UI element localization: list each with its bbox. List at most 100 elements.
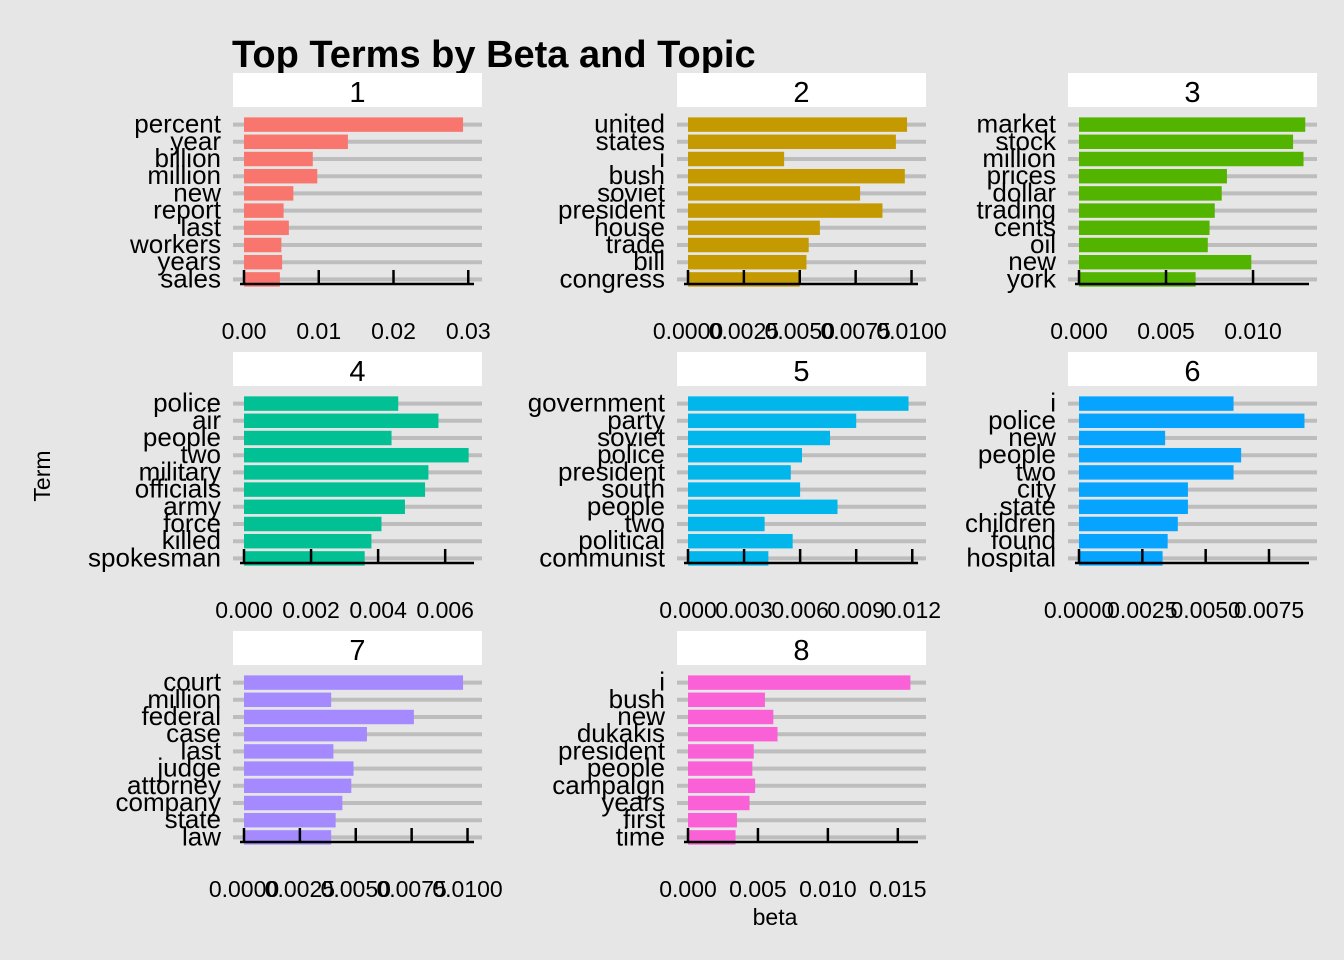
bar-prices: [1079, 168, 1227, 184]
term-label: state: [165, 804, 221, 834]
term-label: communist: [539, 542, 665, 572]
term-label: campaign: [552, 770, 665, 800]
facet-strip: [677, 352, 926, 386]
facet-strip: [1068, 73, 1317, 107]
bar-stock: [1079, 134, 1294, 150]
term-label: congress: [560, 263, 666, 293]
bar-oil: [1079, 237, 1208, 253]
bar-soviet: [688, 430, 831, 446]
bar-million: [244, 168, 318, 184]
bar-state: [1079, 499, 1188, 515]
term-label: time: [616, 821, 665, 851]
x-tick-label: 0.0100: [876, 318, 946, 344]
facet-strip: [233, 352, 482, 386]
x-tick-label: 0.006: [771, 597, 829, 623]
facet-topic-3: 3 marketstockmillionpricesdollartradingce…: [977, 73, 1317, 344]
x-tick-label: 0.0025: [265, 876, 335, 902]
bar-president: [688, 203, 883, 218]
term-label: president: [558, 456, 666, 486]
bar-state: [244, 812, 336, 828]
term-label: people: [587, 753, 665, 783]
term-label: bill: [633, 246, 665, 276]
facet-strip: [1068, 352, 1317, 386]
bar-dollar: [1079, 186, 1222, 201]
term-label: government: [528, 388, 666, 418]
facet-topic-2: 2 unitedstatesibushsovietpresidenthousetr…: [558, 73, 947, 344]
x-tick-label: 0.0050: [321, 876, 391, 902]
term-label: trade: [606, 229, 665, 259]
term-label: killed: [162, 525, 221, 555]
term-label: soviet: [597, 177, 666, 207]
facet-strip: [677, 631, 926, 665]
bar-political: [688, 533, 793, 549]
term-label: spokesman: [88, 542, 221, 572]
facet-strip-label: 5: [793, 356, 809, 388]
x-tick-label: 0.000: [215, 597, 273, 623]
bar-report: [244, 203, 284, 218]
bar-two: [688, 516, 765, 532]
bar-president: [688, 744, 754, 759]
term-label: force: [163, 508, 221, 538]
term-label: first: [623, 804, 666, 834]
bar-i: [688, 675, 911, 690]
bar-found: [1079, 533, 1168, 549]
x-tick-label: 0.0100: [432, 876, 502, 902]
term-label: south: [601, 474, 665, 504]
bar-federal: [244, 709, 414, 725]
term-label: year: [170, 126, 221, 156]
facet-strip: [233, 631, 482, 665]
bar-police: [1079, 413, 1305, 429]
facet-strip-label: 2: [793, 77, 809, 109]
bar-police: [688, 447, 802, 463]
term-label: air: [192, 405, 221, 435]
term-label: two: [625, 508, 665, 538]
term-label: million: [147, 684, 221, 714]
term-label: states: [596, 126, 665, 156]
x-tick-label: 0.000: [659, 597, 717, 623]
bar-south: [688, 482, 801, 497]
x-tick-label: 0.005: [729, 876, 787, 902]
bar-house: [688, 220, 820, 236]
facet-strip-label: 8: [793, 635, 809, 667]
x-tick-label: 0.004: [349, 597, 407, 623]
bar-army: [244, 499, 405, 515]
term-label: soviet: [597, 422, 666, 452]
facet-strip-label: 3: [1184, 77, 1200, 109]
term-label: two: [1016, 456, 1056, 486]
x-tick-label: 0.00: [222, 318, 267, 344]
term-label: million: [147, 160, 221, 190]
term-label: i: [659, 143, 665, 173]
bar-percent: [244, 117, 464, 132]
x-tick-label: 0.000: [1050, 318, 1108, 344]
bar-last: [244, 744, 334, 759]
facet-strip-label: 6: [1184, 356, 1200, 388]
bar-people: [688, 499, 838, 515]
facet-topic-1: 1 percentyearbillionmillionnewreportlastw…: [129, 73, 491, 344]
term-label: i: [1050, 388, 1056, 418]
term-label: stock: [995, 126, 1057, 156]
bar-judge: [244, 761, 354, 776]
term-label: dollar: [992, 177, 1056, 207]
bar-i: [1079, 396, 1234, 411]
bar-new: [688, 709, 774, 725]
facet-strip: [677, 73, 926, 107]
bar-billion: [244, 151, 313, 167]
term-label: company: [116, 787, 222, 817]
term-label: market: [977, 109, 1057, 139]
term-label: million: [982, 143, 1056, 173]
bar-people: [1079, 447, 1242, 463]
bar-million: [244, 692, 332, 708]
term-label: political: [578, 525, 665, 555]
bar-people: [688, 761, 753, 776]
bar-campaign: [688, 778, 756, 794]
term-label: found: [991, 525, 1056, 555]
term-label: new: [173, 177, 221, 207]
term-label: last: [181, 212, 222, 242]
bar-states: [688, 134, 896, 150]
x-tick-label: 0.01: [296, 318, 341, 344]
bar-air: [244, 413, 439, 429]
facet-strip: [233, 73, 482, 107]
term-label: i: [659, 667, 665, 697]
bar-force: [244, 516, 382, 532]
term-label: billion: [155, 143, 222, 173]
